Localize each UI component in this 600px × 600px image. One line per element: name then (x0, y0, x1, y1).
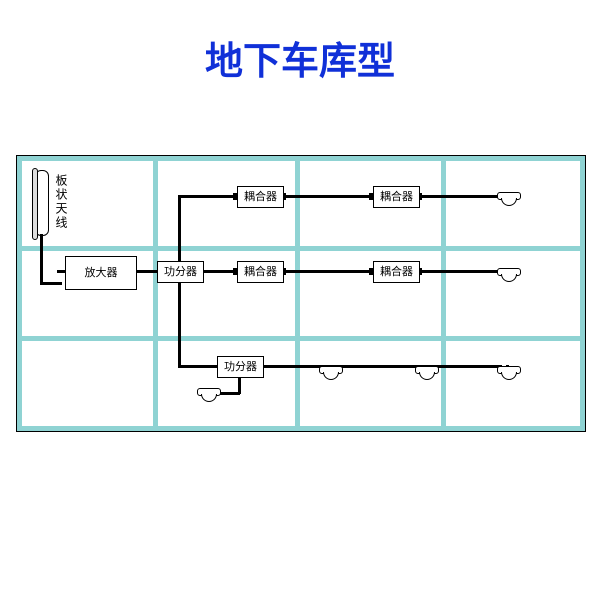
wire (178, 281, 181, 367)
coupler-node-2: 耦合器 (373, 186, 420, 208)
grid-v5 (580, 156, 585, 431)
ceiling-antenna-icon (495, 268, 521, 282)
antenna-label: 板状天线 (53, 174, 70, 230)
wire (262, 365, 502, 368)
ceiling-antenna-icon (413, 366, 439, 380)
grid-h2 (17, 246, 585, 251)
wire (40, 282, 62, 285)
wire (418, 195, 498, 198)
wire (178, 196, 181, 263)
wire (282, 195, 375, 198)
coupler-node-3: 耦合器 (237, 261, 284, 283)
wire (178, 365, 219, 368)
page-title: 地下车库型 (0, 0, 600, 85)
panel-antenna-shadow (32, 168, 38, 240)
wire (178, 195, 239, 198)
amplifier-node: 放大器 (65, 256, 137, 290)
splitter-node-2: 功分器 (217, 356, 264, 378)
ceiling-antenna-icon (317, 366, 343, 380)
grid-h1 (17, 156, 585, 161)
grid-v2 (153, 156, 158, 431)
diagram-frame: 板状天线 (16, 155, 586, 432)
ceiling-antenna-icon (495, 366, 521, 380)
grid-h3 (17, 336, 585, 341)
wire (282, 270, 375, 273)
ceiling-antenna-icon (195, 388, 221, 402)
coupler-node-4: 耦合器 (373, 261, 420, 283)
grid-h4 (17, 426, 585, 431)
wire (418, 270, 498, 273)
ceiling-antenna-icon (495, 192, 521, 206)
grid-v1 (17, 156, 22, 431)
coupler-node-1: 耦合器 (237, 186, 284, 208)
wire (40, 234, 43, 284)
splitter-node-1: 功分器 (157, 261, 204, 283)
wire (135, 270, 159, 273)
